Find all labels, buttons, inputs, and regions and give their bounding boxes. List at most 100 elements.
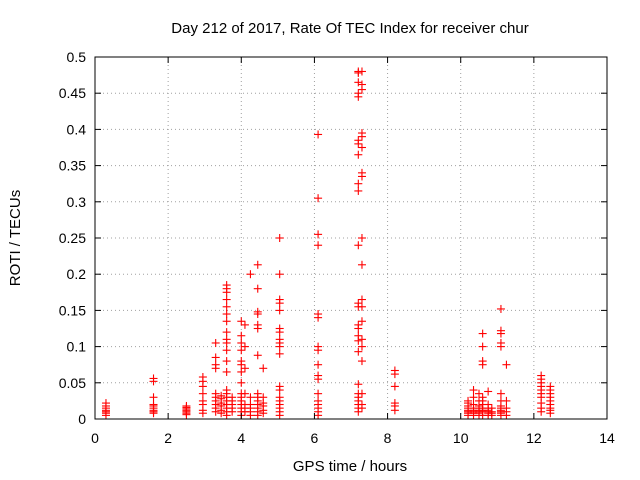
data-point [275, 335, 284, 344]
data-point [478, 393, 487, 402]
y-tick-label: 0.35 [59, 158, 86, 174]
data-point [502, 360, 511, 369]
y-tick-label: 0 [78, 411, 86, 427]
data-point [222, 317, 231, 326]
x-tick-label: 12 [526, 430, 542, 446]
data-point [390, 399, 399, 408]
chart-title: Day 212 of 2017, Rate Of TEC Index for r… [171, 20, 528, 37]
data-point [357, 234, 366, 242]
data-point [222, 335, 231, 344]
data-point [198, 373, 207, 382]
data-point [354, 136, 363, 145]
data-point [314, 310, 323, 319]
data-point [469, 400, 478, 409]
y-tick-label: 0.5 [67, 49, 87, 65]
data-point [275, 270, 284, 279]
data-point [314, 396, 323, 405]
x-axis-title: GPS time / hours [293, 458, 407, 475]
data-point [314, 230, 323, 239]
data-point [357, 80, 366, 89]
data-point [275, 295, 284, 304]
y-tick-label: 0.2 [67, 266, 87, 282]
data-point [469, 393, 478, 402]
y-tick-label: 0.15 [59, 302, 86, 318]
data-point [275, 306, 284, 315]
y-tick-label: 0.1 [67, 339, 87, 355]
data-point [537, 371, 546, 380]
data-point [314, 371, 323, 380]
data-point [357, 67, 366, 76]
data-point [228, 393, 237, 402]
data-point [237, 331, 246, 340]
data-point [259, 364, 268, 373]
y-tick-label: 0.45 [59, 85, 86, 101]
data-point [246, 393, 255, 402]
data-point [222, 367, 231, 376]
data-point [222, 328, 231, 337]
data-point [357, 295, 366, 304]
y-axis-ticks: 0 0.05 0.1 0.15 0.2 0.25 0.3 0.35 0.4 0.45 0.5 [59, 49, 607, 427]
data-point [101, 399, 110, 408]
data-point [259, 393, 268, 402]
data-point [502, 396, 511, 405]
data-point [182, 401, 191, 410]
data-point [478, 357, 487, 366]
data-point [253, 320, 262, 329]
data-point [149, 374, 158, 383]
y-tick-label: 0.05 [59, 375, 86, 391]
data-point [222, 386, 231, 395]
data-point [354, 186, 363, 195]
data-point [253, 351, 262, 360]
data-point [211, 338, 220, 347]
data-point [314, 241, 323, 250]
data-point [357, 302, 366, 311]
data-point [246, 270, 255, 279]
y-tick-label: 0.3 [67, 194, 87, 210]
data-point [275, 324, 284, 333]
data-point [253, 307, 262, 316]
data-point [546, 382, 555, 391]
data-point [357, 168, 366, 177]
data-point [253, 389, 262, 398]
x-tick-label: 6 [311, 430, 319, 446]
data-point [217, 391, 226, 400]
data-point [354, 380, 363, 389]
data-point [222, 302, 231, 311]
x-axis-ticks: 0 2 4 6 8 10 12 14 [91, 57, 615, 446]
data-point [496, 389, 505, 398]
data-point [253, 260, 262, 269]
data-point [222, 295, 231, 304]
data-point [275, 234, 284, 242]
data-point [240, 342, 249, 351]
y-tick-label: 0.25 [59, 230, 86, 246]
data-point [149, 393, 158, 402]
data-point [211, 360, 220, 369]
data-point [390, 366, 399, 375]
data-point [240, 389, 249, 398]
grid [95, 57, 607, 419]
data-point [314, 130, 323, 139]
data-point [222, 310, 231, 319]
data-point [314, 342, 323, 351]
x-tick-label: 14 [599, 430, 615, 446]
y-axis-title: ROTI / TECUs [7, 190, 24, 286]
x-tick-label: 8 [384, 430, 392, 446]
data-point [487, 404, 496, 413]
data-point [237, 378, 246, 387]
data-point [240, 320, 249, 329]
data-point [275, 393, 284, 402]
x-tick-label: 2 [164, 430, 172, 446]
data-point [211, 389, 220, 398]
data-point [354, 150, 363, 159]
data-point [478, 329, 487, 338]
x-tick-label: 4 [237, 430, 245, 446]
data-point [475, 389, 483, 398]
data-point [275, 349, 284, 358]
data-point [354, 299, 363, 308]
data-point [354, 179, 363, 188]
data-point [237, 338, 246, 347]
data-point [354, 241, 363, 250]
data-point [237, 357, 246, 366]
data-point [354, 78, 363, 87]
y-tick-label: 0.4 [67, 121, 87, 137]
